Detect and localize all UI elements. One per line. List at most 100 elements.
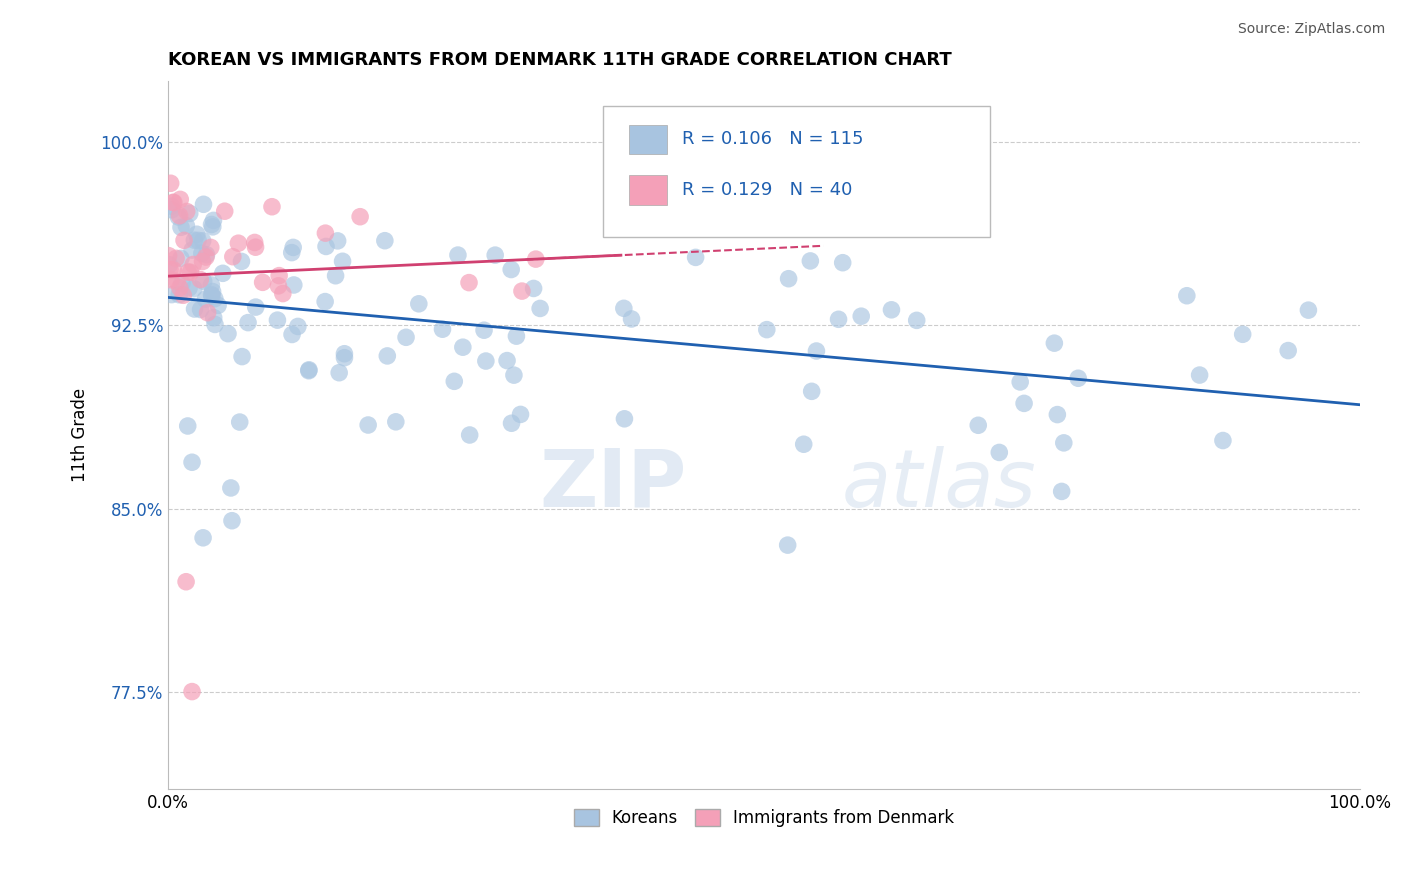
Point (827, 312, 849, 326)
Point (1175, 289, 1198, 303)
Point (169, 209, 191, 223)
Point (202, 310, 225, 325)
Point (314, 226, 336, 240)
Point (207, 298, 229, 312)
Point (529, 301, 551, 316)
Point (524, 252, 547, 266)
Point (501, 262, 523, 277)
Point (395, 330, 418, 344)
Point (458, 276, 481, 290)
Point (162, 195, 184, 210)
Point (159, 176, 181, 190)
Point (165, 252, 187, 266)
Point (191, 246, 214, 260)
Point (188, 272, 211, 286)
Point (287, 319, 309, 334)
Point (988, 445, 1011, 459)
Point (200, 278, 222, 293)
Point (269, 268, 291, 283)
Point (333, 347, 356, 361)
Text: atlas: atlas (841, 446, 1036, 524)
Point (195, 248, 218, 262)
Point (177, 419, 200, 434)
Point (328, 366, 350, 380)
FancyBboxPatch shape (630, 176, 668, 205)
Point (193, 274, 215, 288)
Point (200, 287, 222, 301)
Point (167, 287, 190, 301)
Point (245, 240, 267, 254)
Point (905, 313, 928, 327)
Point (298, 363, 321, 377)
Point (170, 276, 193, 290)
Point (222, 250, 245, 264)
Point (170, 220, 193, 235)
Point (271, 286, 294, 301)
Point (174, 574, 197, 589)
Point (186, 227, 208, 242)
Point (191, 234, 214, 248)
Point (374, 234, 396, 248)
Point (204, 292, 226, 306)
Point (1053, 435, 1076, 450)
Point (799, 254, 821, 268)
Point (163, 195, 186, 210)
Point (1043, 336, 1066, 351)
Point (408, 297, 430, 311)
Point (204, 318, 226, 332)
Point (326, 234, 349, 248)
Point (194, 292, 217, 306)
Point (202, 213, 225, 227)
Point (1298, 303, 1320, 318)
Point (685, 251, 707, 265)
Point (169, 281, 191, 295)
Point (332, 254, 354, 268)
Point (806, 344, 828, 359)
Point (283, 240, 305, 254)
Point (447, 248, 470, 262)
Point (231, 350, 253, 364)
Point (1046, 408, 1069, 422)
Point (160, 287, 183, 301)
Point (170, 252, 193, 266)
Point (193, 197, 215, 211)
Point (509, 408, 531, 422)
Point (221, 514, 243, 528)
Point (505, 329, 527, 343)
Point (484, 248, 506, 262)
Point (333, 351, 356, 365)
Point (181, 258, 204, 272)
Point (157, 258, 180, 272)
Point (176, 204, 198, 219)
Point (181, 455, 204, 469)
Text: R = 0.106   N = 115: R = 0.106 N = 115 (682, 130, 863, 148)
Point (177, 265, 200, 279)
Point (181, 684, 204, 698)
Point (800, 384, 823, 399)
Point (967, 418, 990, 433)
Point (1012, 396, 1035, 410)
Point (252, 276, 274, 290)
Point (229, 415, 252, 429)
Point (166, 274, 188, 288)
Point (217, 326, 239, 341)
Point (183, 233, 205, 247)
Point (177, 281, 200, 295)
Point (793, 437, 815, 451)
Text: R = 0.129   N = 40: R = 0.129 N = 40 (682, 181, 852, 199)
Point (236, 316, 259, 330)
Point (201, 285, 224, 299)
Point (443, 374, 465, 388)
FancyBboxPatch shape (630, 125, 668, 154)
FancyBboxPatch shape (603, 106, 990, 237)
Point (179, 206, 201, 220)
Point (851, 309, 873, 323)
Point (280, 245, 302, 260)
Point (260, 200, 283, 214)
Point (776, 538, 799, 552)
Point (200, 240, 222, 254)
Point (831, 256, 853, 270)
Point (214, 204, 236, 219)
Point (357, 417, 380, 432)
Point (160, 199, 183, 213)
